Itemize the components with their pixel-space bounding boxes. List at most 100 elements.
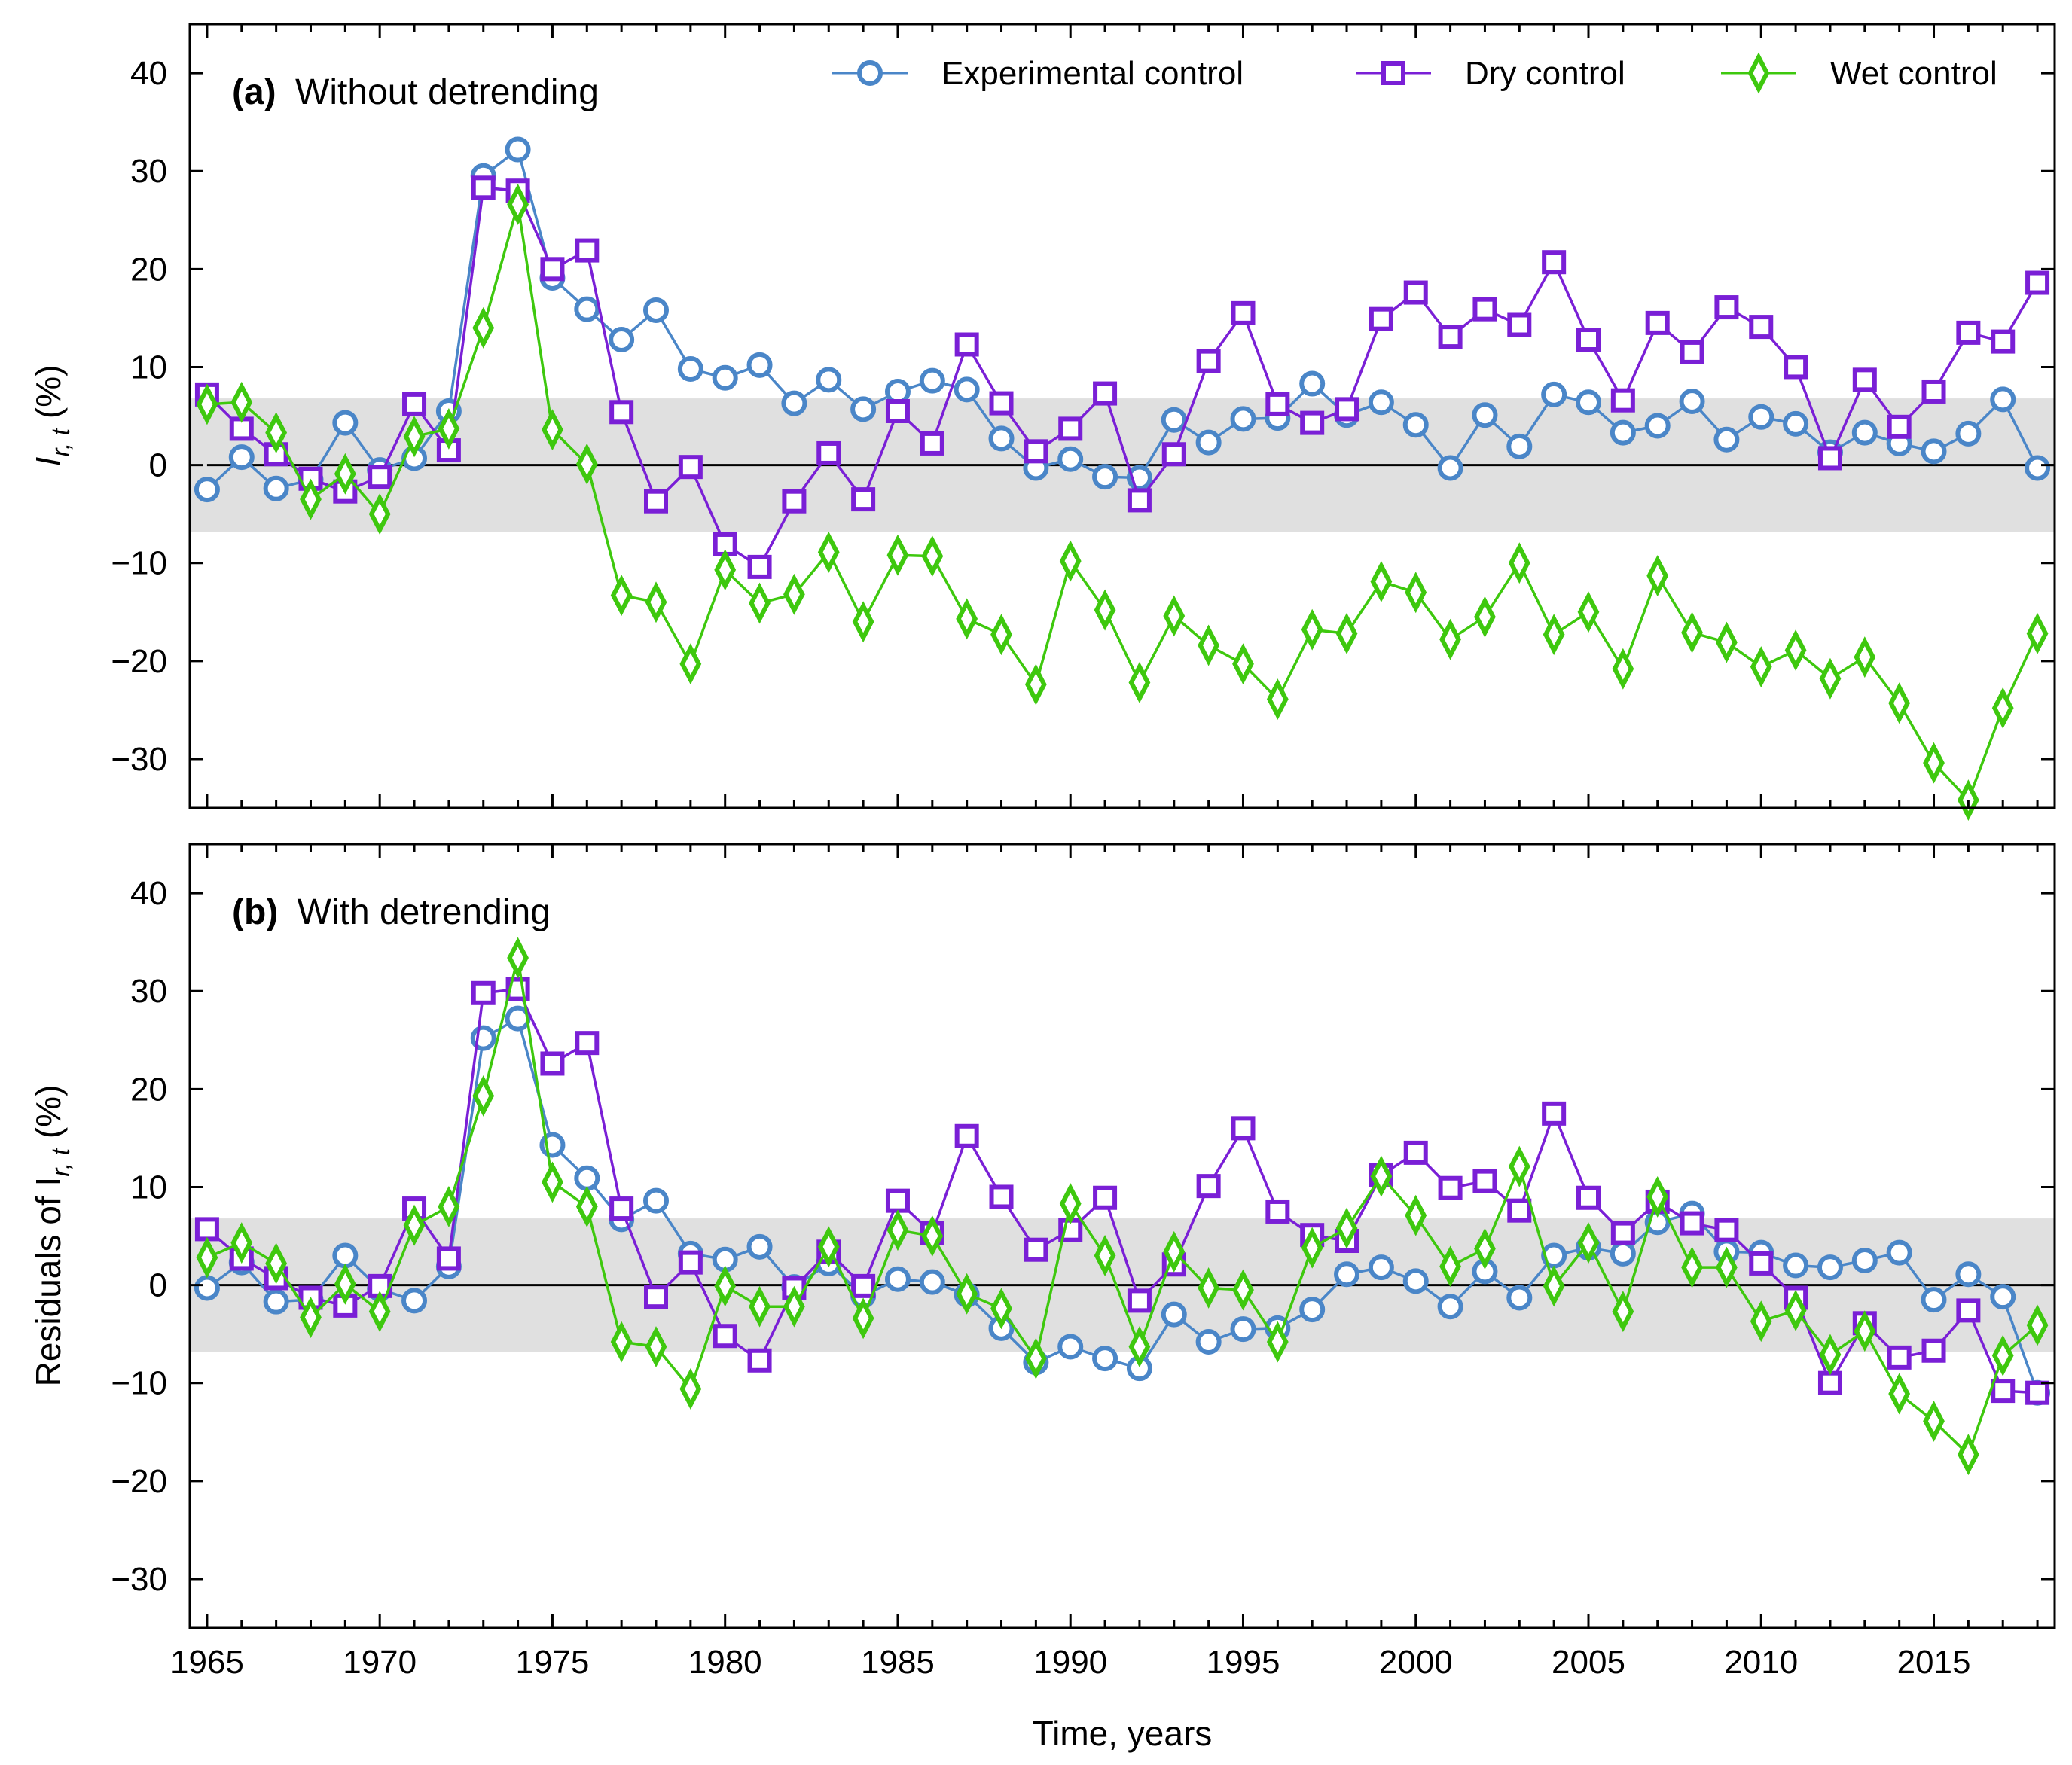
data-point-dry: [954, 332, 979, 357]
data-point-dry: [1335, 397, 1359, 422]
data-point-wet: [610, 575, 633, 617]
data-point-dry: [402, 392, 427, 416]
x-tick-label: 2005: [1552, 1644, 1625, 1681]
data-point-experimental: [1783, 1252, 1809, 1279]
x-tick-label: 2015: [1897, 1644, 1971, 1681]
data-point-dry: [471, 175, 496, 200]
data-point-wet: [1508, 1145, 1530, 1187]
data-point-dry: [1403, 1140, 1428, 1165]
data-point-wet: [2026, 612, 2049, 654]
data-point-wet: [1335, 612, 1358, 654]
data-point-wet: [265, 1242, 288, 1285]
data-point-wet: [1094, 1235, 1116, 1276]
panel-b-label: (b) With detrending: [232, 892, 551, 932]
data-point-dry: [333, 1293, 358, 1318]
y-tick-label: −30: [111, 741, 167, 778]
data-point-dry: [1438, 325, 1463, 349]
data-point-dry: [1576, 1185, 1601, 1210]
data-point-dry: [1438, 1175, 1463, 1200]
data-point-experimental: [988, 425, 1015, 452]
data-point-wet: [1405, 572, 1427, 614]
data-point-experimental: [643, 297, 669, 323]
data-point-experimental: [816, 367, 842, 393]
x-tick-label: 1975: [515, 1644, 589, 1681]
data-point-wet: [1888, 682, 1911, 724]
data-point-dry: [1058, 416, 1083, 441]
data-point-experimental: [1230, 1316, 1256, 1343]
data-point-wet: [1405, 1194, 1427, 1236]
data-point-experimental: [919, 1269, 945, 1295]
data-point-experimental: [1057, 446, 1084, 472]
data-point-dry: [954, 1123, 979, 1148]
panel-b-series: [194, 937, 2051, 1476]
data-point-dry: [1093, 381, 1118, 406]
data-point-wet: [1646, 1175, 1669, 1218]
data-point-experimental: [712, 364, 738, 391]
data-point-dry: [1507, 1198, 1532, 1223]
data-point-dry: [1161, 442, 1186, 467]
data-point-experimental: [954, 376, 980, 403]
panel-b-y-title-suffix: (%): [29, 1085, 68, 1148]
x-tick-labels: 1965 1970 1975 1980 1985 1990 1995 2000 2005 2010…: [170, 1644, 1970, 1681]
data-point-dry: [436, 1246, 461, 1271]
data-point-wet: [679, 1368, 702, 1410]
data-point-wet: [334, 1263, 356, 1305]
data-point-wet: [507, 183, 529, 225]
data-point-wet: [1301, 1227, 1323, 1269]
legend-marker-experimental: [857, 60, 883, 86]
panel-b-y-tick-labels: −30 −20 −10 0 10 20 30 40: [111, 875, 167, 1598]
data-point-experimental: [746, 1233, 773, 1260]
data-point-dry: [1196, 1174, 1221, 1199]
data-point-experimental: [1817, 1254, 1843, 1281]
data-point-experimental: [1886, 1239, 1912, 1266]
data-point-experimental: [1402, 412, 1429, 438]
data-point-wet: [645, 1326, 667, 1368]
data-point-wet: [817, 531, 840, 573]
y-tick-label: 0: [149, 1267, 167, 1304]
data-point-wet: [1716, 621, 1738, 663]
y-tick-label: −10: [111, 1365, 167, 1402]
data-point-wet: [1888, 1373, 1911, 1415]
data-point-wet: [714, 549, 737, 591]
x-tick-label: 2000: [1379, 1644, 1453, 1681]
data-point-experimental: [884, 1266, 911, 1292]
data-point-wet: [1024, 1337, 1047, 1379]
data-point-experimental: [1610, 419, 1636, 446]
panel-a-label: (a) Without detrending: [232, 72, 599, 112]
data-point-wet: [749, 1285, 771, 1328]
panel-b-y-title-main: Residuals of I: [29, 1177, 68, 1387]
data-point-experimental: [332, 410, 359, 436]
data-point-wet: [1232, 643, 1254, 685]
x-tick-label: 1985: [861, 1644, 935, 1681]
data-point-dry: [644, 1285, 668, 1309]
data-point-wet: [645, 581, 667, 623]
data-point-experimental: [850, 396, 877, 422]
data-point-dry: [1714, 1218, 1739, 1242]
data-point-dry: [1542, 250, 1567, 275]
data-point-dry: [782, 489, 807, 514]
data-point-dry: [540, 257, 565, 282]
data-point-experimental: [263, 475, 289, 501]
legend-item-experimental: Experimental control: [832, 55, 1244, 92]
data-point-dry: [1610, 388, 1635, 413]
data-point-dry: [1576, 328, 1601, 352]
panel-a-y-title-main: I: [29, 456, 68, 466]
data-point-experimental: [228, 444, 255, 471]
data-point-dry: [1507, 312, 1532, 337]
panel-b-label-text: With detrending: [298, 892, 551, 932]
data-point-dry: [1024, 1237, 1048, 1262]
data-point-wet: [1957, 779, 1979, 822]
data-point-wet: [368, 1291, 391, 1333]
data-point-dry: [1749, 315, 1774, 340]
data-point-wet: [334, 453, 356, 495]
legend-marker-wet: [1747, 52, 1770, 94]
data-point-experimental: [677, 356, 703, 383]
data-point-experimental: [1437, 1294, 1463, 1320]
data-point-dry: [1127, 488, 1152, 513]
data-point-experimental: [194, 477, 220, 503]
data-point-wet: [575, 1185, 598, 1227]
data-point-wet: [1163, 1230, 1186, 1273]
panel-b-frame: [188, 843, 2056, 1629]
data-point-dry: [1991, 1379, 2016, 1404]
data-point-wet: [2026, 1304, 2049, 1346]
